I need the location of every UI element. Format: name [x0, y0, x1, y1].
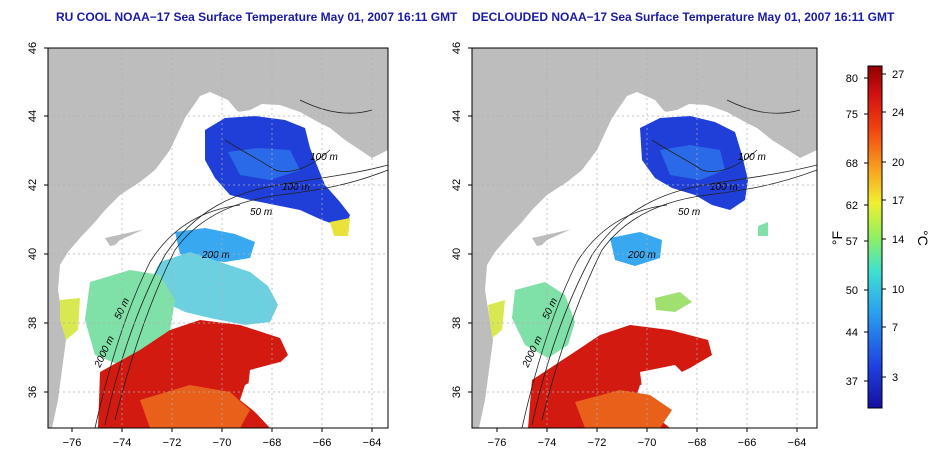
temperature-colorbar: 80 75 68 62 57 50 44 37 27 24 20 17 14 1…	[829, 65, 931, 409]
right-mild-patch-ne	[758, 222, 768, 236]
colorbar-gradient	[867, 65, 883, 409]
left-map-frame	[47, 47, 389, 429]
right-xtick-66: −66	[738, 437, 757, 449]
right-xtick-74: −74	[538, 437, 557, 449]
left-contour-label-3: 50 m	[250, 207, 272, 218]
fahrenheit-tick-50: 50	[846, 285, 858, 297]
fahrenheit-axis-label: °F	[829, 231, 845, 245]
right-ytick-46: 46	[451, 42, 463, 54]
left-grid	[48, 48, 388, 428]
fahrenheit-tick-57: 57	[846, 236, 858, 248]
left-cold-water-inner	[228, 148, 300, 180]
right-grid	[472, 48, 817, 428]
fahrenheit-tick-44: 44	[846, 327, 858, 339]
celsius-tick-17: 17	[892, 195, 904, 207]
right-gulf-stream	[528, 325, 712, 428]
left-xtick-72: −72	[163, 437, 182, 449]
right-gulf-stream-core	[575, 390, 672, 428]
right-xtick-70: −70	[638, 437, 657, 449]
right-xtick-72: −72	[588, 437, 607, 449]
left-ytick-42: 42	[27, 179, 39, 191]
left-xtick-66: −66	[313, 437, 332, 449]
left-xtick-70: −70	[213, 437, 232, 449]
right-offshore-patch	[655, 292, 692, 312]
right-xtick-64: −64	[788, 437, 807, 449]
left-coastal-warm	[60, 298, 80, 340]
celsius-axis-label: °C	[915, 230, 931, 246]
right-shelf-water	[610, 232, 662, 266]
fahrenheit-tick-80: 80	[846, 73, 858, 85]
left-nova-scotia	[330, 70, 388, 128]
left-xtick-68: −68	[263, 437, 282, 449]
right-map-panel: 100 m 100 m 50 m 200 m 50 m 2000 m	[451, 42, 818, 449]
right-panel-title: DECLOUDED NOAA−17 Sea Surface Temperatur…	[472, 10, 895, 24]
right-coastal-warm	[488, 300, 505, 338]
left-isobaths	[94, 99, 388, 428]
right-ytick-40: 40	[451, 248, 463, 260]
celsius-tick-14: 14	[892, 234, 904, 246]
fahrenheit-tick-62: 62	[846, 200, 858, 212]
left-ytick-36: 36	[27, 386, 39, 398]
right-xtick-76: −76	[488, 437, 507, 449]
right-ytick-36: 36	[451, 386, 463, 398]
right-mid-shelf	[512, 282, 575, 358]
left-ytick-40: 40	[27, 248, 39, 260]
fahrenheit-tick-37: 37	[846, 376, 858, 388]
celsius-tick-3: 3	[892, 372, 898, 384]
left-gulf-stream-core	[140, 385, 250, 428]
right-contour-label-4: 200 m	[627, 250, 656, 261]
left-xtick-74: −74	[113, 437, 132, 449]
left-warm-patch-ne	[330, 218, 350, 236]
left-xtick-64: −64	[363, 437, 382, 449]
left-ytick-44: 44	[27, 110, 39, 122]
right-land-mass	[472, 48, 817, 428]
left-contour-label-2: 100 m	[282, 182, 310, 193]
right-nova-scotia	[757, 70, 817, 128]
left-slope-water	[150, 252, 278, 325]
left-contour-label-4: 200 m	[201, 250, 230, 261]
right-cloud-patch	[640, 365, 690, 392]
right-map-frame	[471, 47, 818, 429]
right-ytick-44: 44	[451, 110, 463, 122]
celsius-tick-27: 27	[892, 69, 904, 81]
left-map-panel: 100 m 100 m 50 m 200 m 50 m 2000 m	[27, 42, 389, 449]
fahrenheit-tick-75: 75	[846, 109, 858, 121]
left-ytick-46: 46	[27, 42, 39, 54]
celsius-tick-20: 20	[892, 157, 904, 169]
right-xtick-68: −68	[688, 437, 707, 449]
celsius-tick-24: 24	[892, 107, 904, 119]
right-contour-label-2: 100 m	[710, 182, 738, 193]
right-contour-label-1: 100 m	[738, 152, 766, 163]
left-xtick-76: −76	[63, 437, 82, 449]
left-land-mass	[48, 48, 388, 428]
right-ytick-38: 38	[451, 317, 463, 329]
left-contour-label-1: 100 m	[310, 152, 338, 163]
right-contour-label-3: 50 m	[678, 207, 700, 218]
left-shelf-water	[175, 228, 255, 262]
celsius-tick-10: 10	[892, 284, 904, 296]
celsius-tick-7: 7	[892, 322, 898, 334]
left-mid-shelf	[85, 270, 175, 365]
left-panel-title: RU COOL NOAA−17 Sea Surface Temperature …	[56, 10, 458, 24]
right-isobaths	[521, 99, 817, 428]
left-ytick-38: 38	[27, 317, 39, 329]
right-ytick-42: 42	[451, 179, 463, 191]
fahrenheit-tick-68: 68	[846, 158, 858, 170]
left-cloud-patch	[248, 362, 290, 392]
